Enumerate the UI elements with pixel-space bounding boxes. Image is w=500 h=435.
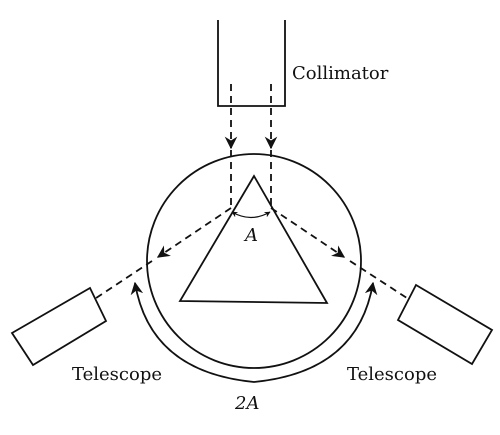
- telescope-right-label: Telescope: [347, 364, 437, 385]
- angle-2a-arc: [130, 281, 378, 383]
- angle-2a-label: 2A: [234, 393, 259, 414]
- telescope-right: [396, 283, 494, 366]
- telescope-left-label: Telescope: [72, 364, 162, 385]
- angle-a-arc: [231, 211, 271, 219]
- reflected-ray-left-outer: [92, 260, 153, 301]
- prism-triangle: [178, 174, 329, 304]
- reflected-ray-left: [156, 207, 232, 258]
- collimator-label: Collimator: [292, 63, 389, 84]
- collimator-tube: [217, 20, 286, 107]
- reflected-ray-right: [270, 207, 346, 258]
- angle-a-label: A: [243, 225, 258, 246]
- telescope-left: [10, 286, 108, 367]
- prism-table-circle: [146, 153, 362, 369]
